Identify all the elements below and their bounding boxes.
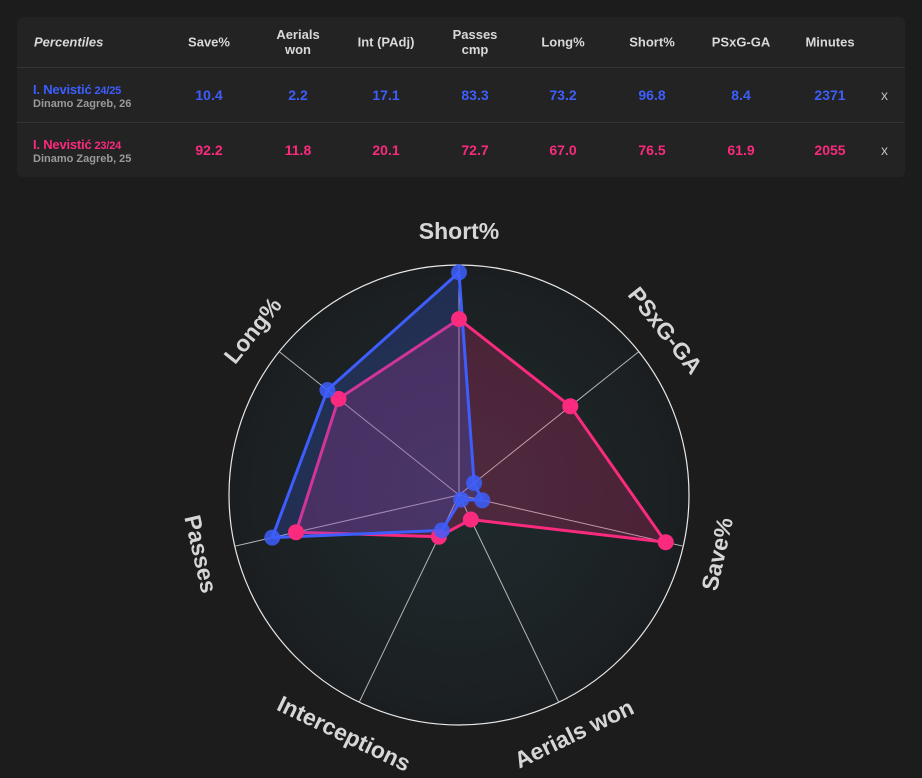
value-minutes: 2055 [814,142,846,158]
radar-point-s0-6[interactable] [319,382,336,398]
header-minutes[interactable]: Minutes [805,34,855,50]
header-percentiles: Percentiles [34,34,104,50]
table-row: I. Nevistić 24/25 Dinamo Zagreb, 26 10.4 … [17,68,905,123]
value-aerials-won: 2.2 [288,87,308,103]
player-name-text: I. Nevistić [33,82,92,97]
table-row: I. Nevistić 23/24 Dinamo Zagreb, 25 92.2 … [17,123,905,177]
radar-spoke [458,494,560,703]
header-long-pct[interactable]: Long% [541,34,585,50]
radar-spoke [278,351,460,496]
value-minutes: 2371 [814,87,846,103]
value-passes-cmp: 83.3 [461,87,489,103]
player-team: Dinamo Zagreb, 26 [33,98,132,110]
axis-label-5: Passes [179,512,222,595]
radar-point-s1-5[interactable] [288,524,304,541]
header-passes-cmp[interactable]: Passes cmp [452,27,498,57]
radar-point-s1-2[interactable] [657,534,674,551]
header-save-pct[interactable]: Save% [188,34,230,50]
table-header: Percentiles Save% Aerials won Int (PAdj)… [17,17,905,68]
radar-point-s0-0[interactable] [451,264,467,281]
remove-row-button[interactable]: x [881,142,888,158]
player-season: 23/24 [94,140,122,152]
value-long-pct: 67.0 [549,142,577,158]
axis-label-0: Short% [419,218,500,244]
radar-series-1 [294,317,668,544]
value-short-pct: 96.8 [638,87,666,103]
value-aerials-won: 11.8 [284,142,312,158]
header-short-pct[interactable]: Short% [629,34,675,50]
header-aerials-won[interactable]: Aerials won [276,27,320,57]
axis-label-2: Save% [696,515,738,593]
value-save-pct: 92.2 [195,142,223,158]
header-int-padj[interactable]: Int (PAdj) [357,34,415,50]
radar-point-s0-5[interactable] [264,529,281,546]
player-name[interactable]: I. Nevistić 24/25 [33,82,121,97]
radar-point-s0-4[interactable] [433,522,450,539]
value-short-pct: 76.5 [638,142,666,158]
header-psxg-ga[interactable]: PSxG-GA [711,34,771,50]
player-name-text: I. Nevistić [33,137,92,152]
player-team: Dinamo Zagreb, 25 [33,153,132,165]
player-season: 24/25 [94,85,122,97]
value-int-padj: 17.1 [372,87,400,103]
radar-point-s1-3[interactable] [462,511,479,528]
value-int-padj: 20.1 [372,142,400,158]
player-name[interactable]: I. Nevistić 23/24 [33,137,121,152]
radar-point-s1-1[interactable] [562,398,579,415]
radar-point-s1-0[interactable] [451,311,467,328]
radar-point-s0-3[interactable] [453,491,470,508]
value-psxg-ga: 8.4 [731,87,751,103]
percentiles-table: Percentiles Save% Aerials won Int (PAdj)… [17,17,905,177]
radar-point-s0-1[interactable] [466,475,483,491]
value-save-pct: 10.4 [195,87,223,103]
radar-point-s1-6[interactable] [330,390,347,407]
remove-row-button[interactable]: x [881,87,888,103]
value-passes-cmp: 72.7 [461,142,489,158]
value-long-pct: 73.2 [549,87,577,103]
radar-point-s0-2[interactable] [474,492,491,509]
radar-spoke [458,494,684,547]
value-psxg-ga: 61.9 [727,142,755,158]
radar-spoke [458,351,640,496]
